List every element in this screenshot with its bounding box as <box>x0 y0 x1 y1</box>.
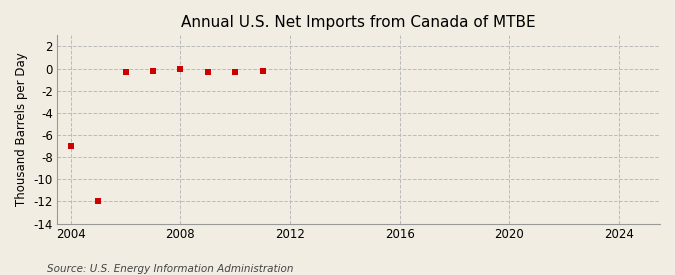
Point <box>92 199 103 204</box>
Point <box>257 68 268 73</box>
Title: Annual U.S. Net Imports from Canada of MTBE: Annual U.S. Net Imports from Canada of M… <box>181 15 536 30</box>
Point <box>65 144 76 148</box>
Point <box>202 70 213 74</box>
Y-axis label: Thousand Barrels per Day: Thousand Barrels per Day <box>15 53 28 206</box>
Text: Source: U.S. Energy Information Administration: Source: U.S. Energy Information Administ… <box>47 264 294 274</box>
Point <box>175 66 186 71</box>
Point <box>148 68 159 73</box>
Point <box>230 70 240 74</box>
Point <box>120 70 131 74</box>
